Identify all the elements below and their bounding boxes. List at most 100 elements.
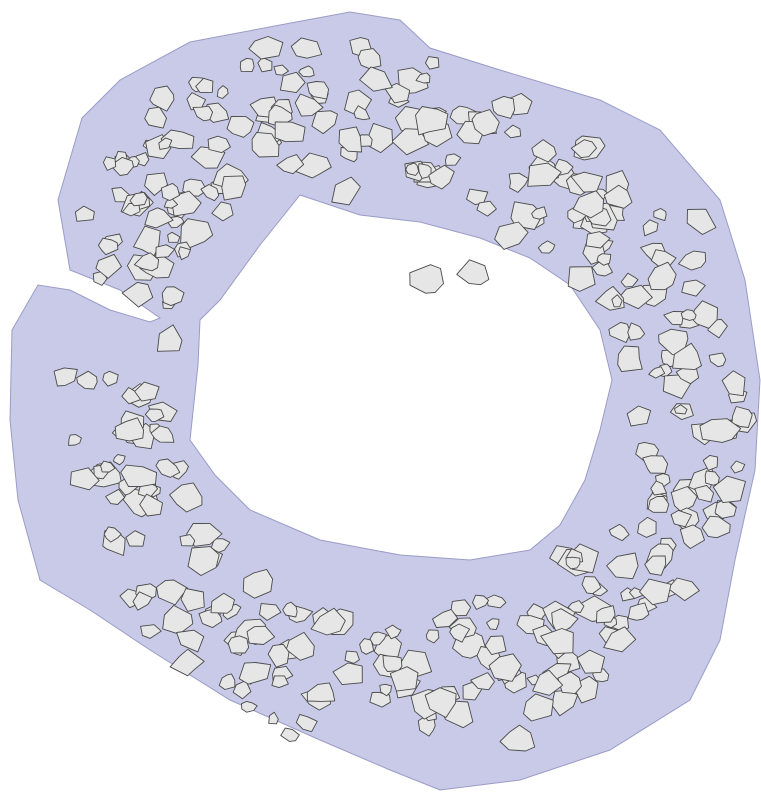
stone [239, 57, 255, 73]
stone [540, 628, 574, 655]
stone [445, 153, 462, 166]
stone [486, 594, 507, 609]
stone [603, 184, 633, 209]
stone [113, 454, 126, 466]
stone [491, 95, 516, 119]
stone [494, 221, 529, 250]
stone [176, 629, 205, 653]
stone [114, 417, 145, 442]
stone [637, 516, 657, 538]
stone [207, 135, 231, 154]
stone [694, 484, 715, 503]
stone [227, 635, 250, 654]
stone [74, 205, 95, 222]
stone [620, 272, 639, 288]
stone [648, 366, 666, 379]
stone [144, 172, 168, 196]
stone [344, 650, 360, 664]
stone [331, 176, 361, 206]
stone [369, 631, 387, 646]
stone [670, 509, 692, 528]
stone [567, 266, 596, 292]
stone [364, 122, 394, 154]
stone [232, 680, 252, 700]
stone [472, 594, 490, 610]
stone [471, 109, 500, 137]
stone [267, 643, 290, 668]
stone [585, 231, 611, 249]
stone [273, 64, 289, 76]
stone [95, 253, 122, 279]
stone [338, 126, 363, 153]
stone [121, 281, 154, 308]
stone [241, 700, 258, 713]
stone [470, 672, 495, 691]
stone [180, 218, 214, 249]
stone [170, 190, 202, 217]
stone [210, 592, 235, 614]
stone [53, 367, 78, 387]
stone [156, 324, 183, 352]
stone [242, 568, 274, 599]
stone [639, 578, 672, 606]
stone [405, 162, 420, 176]
stone [311, 110, 338, 135]
stone [216, 85, 229, 99]
stone [195, 77, 214, 94]
stone [415, 106, 449, 136]
stone [163, 198, 179, 209]
stone [663, 311, 685, 326]
stone [211, 201, 234, 222]
stone [708, 352, 727, 368]
stone [617, 345, 643, 373]
stone [76, 370, 98, 390]
stone [161, 286, 185, 307]
stone [658, 328, 689, 356]
stone [226, 115, 255, 138]
stone [606, 552, 639, 580]
stone [282, 601, 298, 618]
stone [102, 370, 119, 387]
stone [248, 36, 284, 60]
stone [508, 172, 529, 193]
stone [531, 139, 557, 163]
stone [608, 321, 632, 343]
stone [144, 408, 165, 422]
stone [699, 418, 742, 443]
stone [425, 629, 440, 644]
stone [306, 81, 330, 100]
stone [139, 493, 163, 517]
stone [384, 624, 402, 640]
stone [488, 653, 522, 682]
stone [276, 154, 305, 175]
stone [295, 713, 318, 733]
stone [180, 588, 205, 612]
stone [567, 600, 585, 613]
stone [179, 534, 196, 547]
stone [486, 618, 500, 631]
stone [200, 184, 220, 202]
stone [679, 524, 705, 549]
stone [596, 253, 612, 266]
stone [298, 65, 315, 78]
stone [279, 71, 306, 94]
stone [129, 191, 148, 207]
stone [642, 219, 659, 237]
stone [306, 682, 336, 702]
stone [701, 515, 731, 539]
stone [382, 655, 403, 672]
stone [69, 467, 100, 491]
stone [672, 342, 702, 371]
stone [310, 607, 346, 636]
stone [186, 523, 223, 547]
stone [712, 475, 746, 504]
stone [596, 605, 616, 624]
stone [103, 526, 122, 543]
stone [156, 579, 189, 606]
stone [537, 240, 556, 254]
stone [581, 576, 602, 595]
stone [290, 37, 323, 59]
stone [246, 625, 276, 645]
stone [167, 231, 181, 243]
stone [523, 693, 554, 722]
